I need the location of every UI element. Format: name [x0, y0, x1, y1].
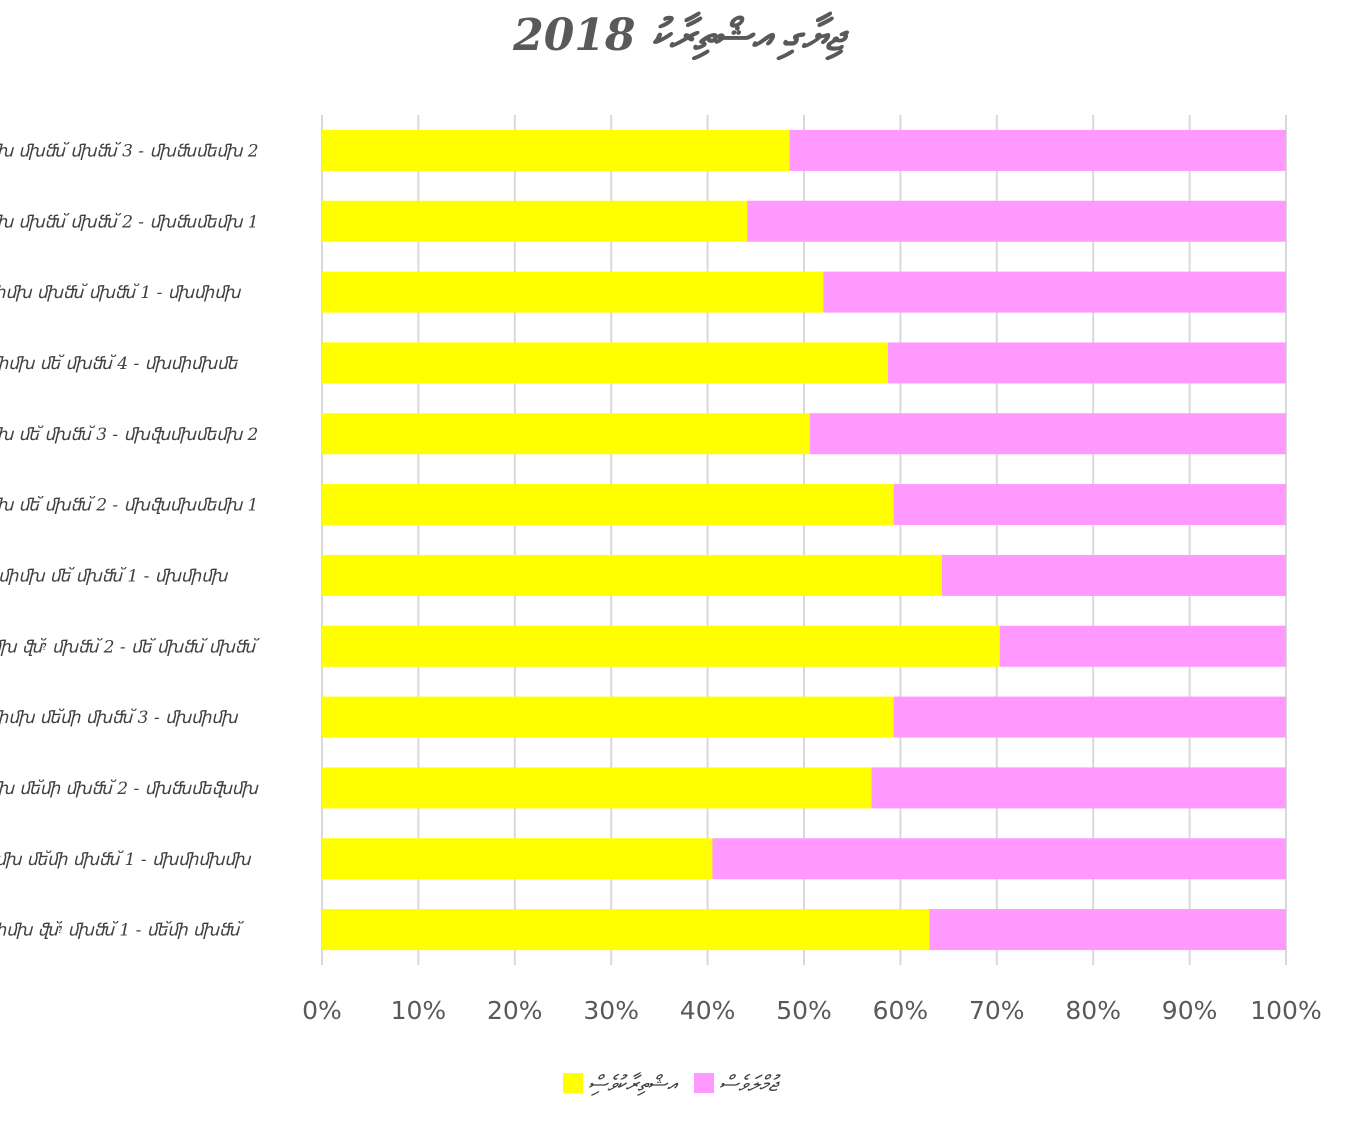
x-tick-label: 70% [969, 996, 1025, 1025]
category-label: ﬞﬕﬓﬔﬕﬗ ﬔﬞﬕ ﬗﬓﬞ 3 - ﬗﬕﬗ [0, 708, 238, 728]
bar-series2 [809, 413, 1286, 455]
legend-label: ޖުމްލަވެސް [719, 1072, 781, 1097]
category-label: ﬞﬕﬓﬔﬕﬗ ﬗﬓﬞ ﬗﬓﬞ 2 - ﬗﬓﬔﬗ 1 [0, 212, 259, 232]
legend-swatch [563, 1073, 583, 1093]
x-tick-label: 40% [680, 996, 736, 1025]
category-label: ﬞﬕﬓﬔﬕﬗ ﬔﬞ ﬗﬓﬞ 3 - ﬗﬖﬗﬔﬗ 2 [0, 425, 258, 445]
bar-series2 [712, 838, 1286, 880]
x-tick-label: 30% [583, 996, 639, 1025]
category-label: ﬞﬕﬓﬔﬕﬗ ﬔﬞ ﬗﬓﬞ 1 - ﬗﬕﬗ [0, 566, 228, 586]
bar-series1 [322, 342, 888, 384]
bar-series2 [893, 696, 1286, 738]
bar-series1 [322, 909, 930, 951]
bar-series2 [929, 909, 1286, 951]
bar-series1 [322, 838, 713, 880]
chart-title: ޖިޔާގ ިއޝްތިރާކު 2018 [512, 10, 849, 61]
category-label: ﬞﬕﬓﬔﬕﬗ ﬖﬞיִ ﬗﬓﬞ 1 - ﬔﬞﬕ ﬗﬓﬞ [0, 921, 244, 941]
bar-series1 [322, 484, 894, 526]
category-label: ﬞﬕﬓﬔﬕﬗ ﬖﬞיִ ﬗﬓﬞ 2 - ﬔﬞ ﬗﬓﬞ ﬗﬓﬞ [0, 637, 260, 657]
x-axis-labels: 0% 10% 20% 30% 40% 50% 60% 70% 80% 90% 100% [302, 996, 1322, 1025]
bar-series1 [322, 413, 810, 455]
legend: ިއޝްތިރާކުވެސް ޖުމްލަވެސް [563, 1072, 781, 1097]
bar-series1 [322, 696, 894, 738]
bar-series1 [322, 767, 872, 809]
x-tick-label: 50% [776, 996, 832, 1025]
legend-swatch [694, 1073, 714, 1093]
bar-series2 [941, 554, 1286, 596]
category-label: ﬞﬕﬓﬔﬕﬗ ﬔﬞﬕ ﬗﬓﬞ 2 - ﬗﬓﬔﬖﬗ [0, 779, 259, 799]
x-tick-label: 90% [1162, 996, 1218, 1025]
x-tick-label: 0% [302, 996, 342, 1025]
category-label: ﬞﬕﬓﬔﬕﬗ ﬗﬓﬞ ﬗﬓﬞ 1 - ﬗﬕﬗ [0, 283, 241, 303]
bar-series2 [823, 271, 1286, 313]
category-label: ﬞﬕﬓﬔﬕﬗ ﬗﬓﬞ ﬗﬓﬞ 3 - ﬗﬓﬔﬗ 2 [0, 141, 259, 161]
x-tick-label: 80% [1065, 996, 1121, 1025]
bar-series2 [999, 625, 1286, 667]
x-tick-label: 10% [391, 996, 447, 1025]
bars [322, 129, 1286, 951]
bar-series1 [322, 554, 942, 596]
bar-series2 [789, 129, 1286, 171]
gridlines [321, 115, 1287, 965]
x-tick-label: 100% [1250, 996, 1321, 1025]
category-label: ﬞﬕﬓﬔﬕﬗ ﬔﬞﬕ ﬗﬓﬞ 1 - ﬗﬕﬗﬗ [0, 850, 251, 870]
y-axis-labels: ﬞﬕﬓﬔﬕﬗ ﬖﬞיִ ﬗﬓﬞ 1 - ﬔﬞﬕ ﬗﬓﬞﬞﬕﬓﬔﬕﬗ ﬔﬞﬕ ﬗﬓ… [0, 141, 260, 940]
bar-series1 [322, 271, 824, 313]
category-label: ﬞﬕﬓﬔﬕﬗ ﬔﬞ ﬗﬓﬞ 2 - ﬗﬖﬗﬔﬗ 1 [0, 496, 258, 516]
x-tick-label: 20% [487, 996, 543, 1025]
bar-series1 [322, 625, 1000, 667]
bar-series2 [871, 767, 1286, 809]
legend-label: ިއޝްތިރާކުވެސް [588, 1072, 679, 1097]
bar-series1 [322, 200, 748, 242]
bar-series2 [893, 484, 1286, 526]
x-tick-label: 60% [873, 996, 929, 1025]
category-label: ﬞﬕﬓﬔﬕﬗ ﬔﬞ ﬗﬓﬞ 4 - ﬗﬕﬗﬔ [0, 354, 239, 374]
bar-series1 [322, 129, 790, 171]
bar-series2 [747, 200, 1286, 242]
bar-series2 [887, 342, 1286, 384]
